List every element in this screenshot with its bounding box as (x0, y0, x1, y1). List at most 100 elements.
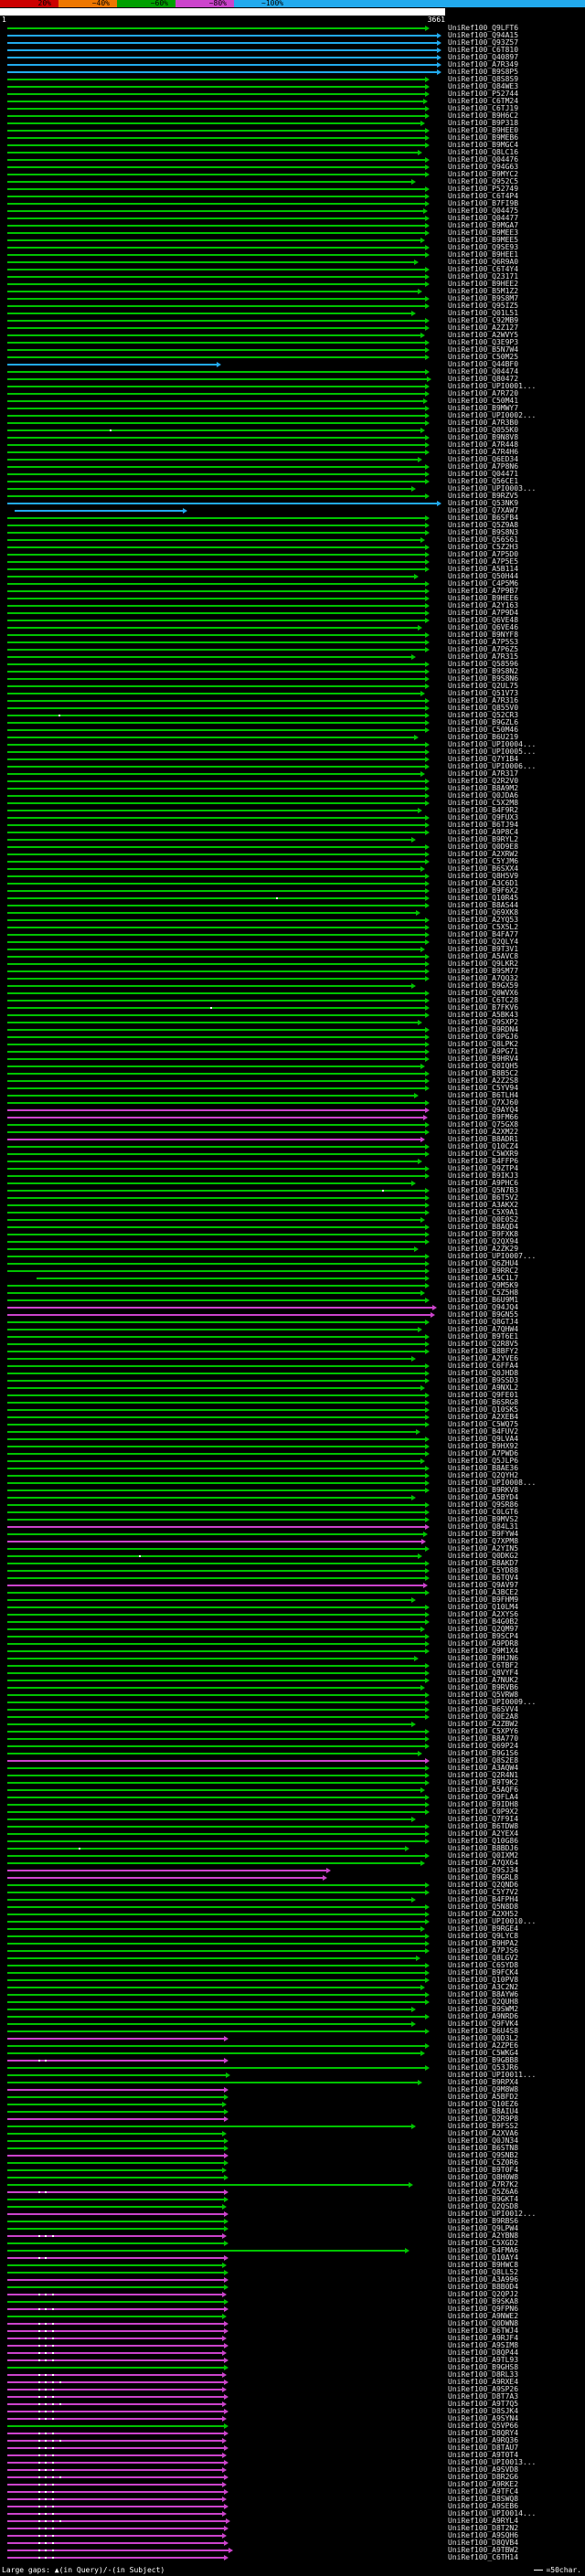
hit-label[interactable]: UniRef100_B9IDH8 (448, 1800, 519, 1808)
hit-bar[interactable] (7, 276, 425, 278)
hit-bar[interactable] (7, 1987, 420, 1988)
hit-bar[interactable] (7, 2323, 224, 2325)
hit-label[interactable]: UniRef100_Q0JHD8 (448, 1369, 519, 1377)
hit-bar[interactable] (7, 656, 411, 658)
hit-bar[interactable] (7, 1855, 425, 1857)
hit-bar[interactable] (7, 2352, 222, 2354)
hit-label[interactable]: UniRef100_D8T2N2 (448, 2524, 519, 2532)
hit-label[interactable]: UniRef100_A7R448 (448, 440, 519, 449)
hit-bar[interactable] (7, 2133, 222, 2135)
hit-label[interactable]: UniRef100_Q9M8W8 (448, 2085, 519, 2094)
hit-bar[interactable] (7, 1475, 425, 1477)
hit-label[interactable]: UniRef100_B9T9K2 (448, 1778, 519, 1786)
hit-label[interactable]: UniRef100_B7FI9B (448, 199, 519, 207)
hit-bar[interactable] (7, 429, 420, 431)
hit-bar[interactable] (7, 1095, 414, 1097)
hit-bar[interactable] (7, 2286, 224, 2288)
hit-label[interactable]: UniRef100_A3A996 (448, 2275, 519, 2284)
hit-bar[interactable] (7, 503, 437, 504)
hit-bar[interactable] (7, 79, 425, 80)
hit-label[interactable]: UniRef100_Q8VYF4 (448, 1669, 519, 1677)
hit-bar[interactable] (7, 1446, 425, 1447)
hit-bar[interactable] (7, 693, 420, 694)
hit-bar[interactable] (7, 2140, 224, 2142)
hit-bar[interactable] (7, 1913, 425, 1915)
hit-bar[interactable] (7, 2359, 224, 2361)
hit-bar[interactable] (7, 1102, 425, 1104)
hit-label[interactable]: UniRef100_B9GRL8 (448, 1873, 519, 1882)
hit-bar[interactable] (7, 2440, 222, 2442)
hit-bar[interactable] (7, 2542, 224, 2544)
hit-bar[interactable] (7, 283, 425, 285)
hit-label[interactable]: UniRef100_A7R4H6 (448, 448, 519, 456)
hit-label[interactable]: UniRef100_B9RPX4 (448, 2078, 519, 2086)
hit-bar[interactable] (7, 174, 425, 175)
hit-label[interactable]: UniRef100_C5X9A1 (448, 1208, 519, 1216)
hit-bar[interactable] (7, 2060, 224, 2062)
hit-bar[interactable] (7, 1087, 425, 1089)
hit-bar[interactable] (7, 1285, 425, 1287)
hit-label[interactable]: UniRef100_A9SVD8 (448, 2465, 519, 2474)
hit-bar[interactable] (7, 2009, 411, 2010)
hit-bar[interactable] (7, 1906, 425, 1908)
hit-label[interactable]: UniRef100_B4FPH4 (448, 1895, 519, 1903)
hit-label[interactable]: UniRef100_C0LGT6 (448, 1508, 519, 1516)
hit-label[interactable]: UniRef100_Q0DKG2 (448, 1552, 519, 1560)
hit-label[interactable]: UniRef100_Q69P24 (448, 1742, 519, 1750)
hit-label[interactable]: UniRef100_B9HJN6 (448, 1654, 519, 1662)
hit-bar[interactable] (7, 1453, 425, 1455)
hit-bar[interactable] (7, 963, 425, 965)
hit-bar[interactable] (7, 1329, 418, 1330)
hit-label[interactable]: UniRef100_B6T5V2 (448, 1193, 519, 1202)
hit-label[interactable]: UniRef100_B6SFB4 (448, 514, 519, 522)
hit-bar[interactable] (7, 2403, 222, 2405)
hit-bar[interactable] (7, 1775, 425, 1776)
hit-label[interactable]: UniRef100_Q9LKR2 (448, 959, 519, 968)
hit-bar[interactable] (7, 1394, 425, 1396)
hit-label[interactable]: UniRef100_A5AQF6 (448, 1786, 519, 1794)
hit-label[interactable]: UniRef100_A9PHC6 (448, 1179, 519, 1187)
hit-bar[interactable] (7, 941, 425, 943)
hit-bar[interactable] (7, 1482, 425, 1484)
hit-bar[interactable] (7, 64, 437, 66)
hit-bar[interactable] (7, 2425, 224, 2427)
hit-bar[interactable] (7, 810, 418, 811)
hit-bar[interactable] (7, 1029, 425, 1031)
hit-bar[interactable] (7, 101, 423, 102)
hit-label[interactable]: UniRef100_Q94A15 (448, 31, 519, 39)
hit-label[interactable]: UniRef100_A2ZPE6 (448, 2041, 519, 2050)
hit-label[interactable]: UniRef100_A2Z2S8 (448, 1076, 519, 1085)
hit-label[interactable]: UniRef100_Q10G86 (448, 1837, 519, 1845)
hit-label[interactable]: UniRef100_A5AVC8 (448, 952, 519, 960)
hit-label[interactable]: UniRef100_Q01L51 (448, 309, 519, 317)
hit-label[interactable]: UniRef100_A9NRD6 (448, 2012, 519, 2020)
hit-bar[interactable] (7, 459, 418, 461)
hit-label[interactable]: UniRef100_C5WXR9 (448, 1150, 519, 1158)
hit-label[interactable]: UniRef100_Q10LM4 (448, 1603, 519, 1611)
hit-bar[interactable] (7, 766, 425, 768)
hit-bar[interactable] (7, 2520, 226, 2522)
hit-bar[interactable] (7, 415, 425, 417)
hit-bar[interactable] (7, 546, 425, 548)
hit-label[interactable]: UniRef100_B8BFY2 (448, 1347, 519, 1355)
hit-label[interactable]: UniRef100_B9HEE2 (448, 280, 519, 288)
hit-bar[interactable] (7, 1307, 432, 1309)
hit-bar[interactable] (7, 1014, 425, 1016)
hit-label[interactable]: UniRef100_A9SP26 (448, 2385, 519, 2393)
hit-bar[interactable] (7, 802, 425, 804)
hit-label[interactable]: UniRef100_C5XGD2 (448, 2239, 519, 2247)
hit-label[interactable]: UniRef100_C5X5L2 (448, 923, 519, 931)
hit-bar[interactable] (7, 671, 425, 673)
hit-bar[interactable] (7, 1760, 425, 1762)
hit-bar[interactable] (7, 2052, 420, 2054)
hit-bar[interactable] (7, 232, 425, 234)
hit-label[interactable]: UniRef100_B9HEE0 (448, 126, 519, 134)
hit-label[interactable]: UniRef100_A2XEB4 (448, 1413, 519, 1421)
hit-bar[interactable] (7, 57, 437, 58)
hit-label[interactable]: UniRef100_Q8GTJ4 (448, 1318, 519, 1326)
hit-bar[interactable] (7, 1680, 425, 1681)
hit-bar[interactable] (7, 1716, 425, 1718)
hit-bar[interactable] (7, 334, 420, 336)
hit-label[interactable]: UniRef100_B9HEE1 (448, 250, 519, 259)
hit-bar[interactable] (7, 1723, 411, 1725)
